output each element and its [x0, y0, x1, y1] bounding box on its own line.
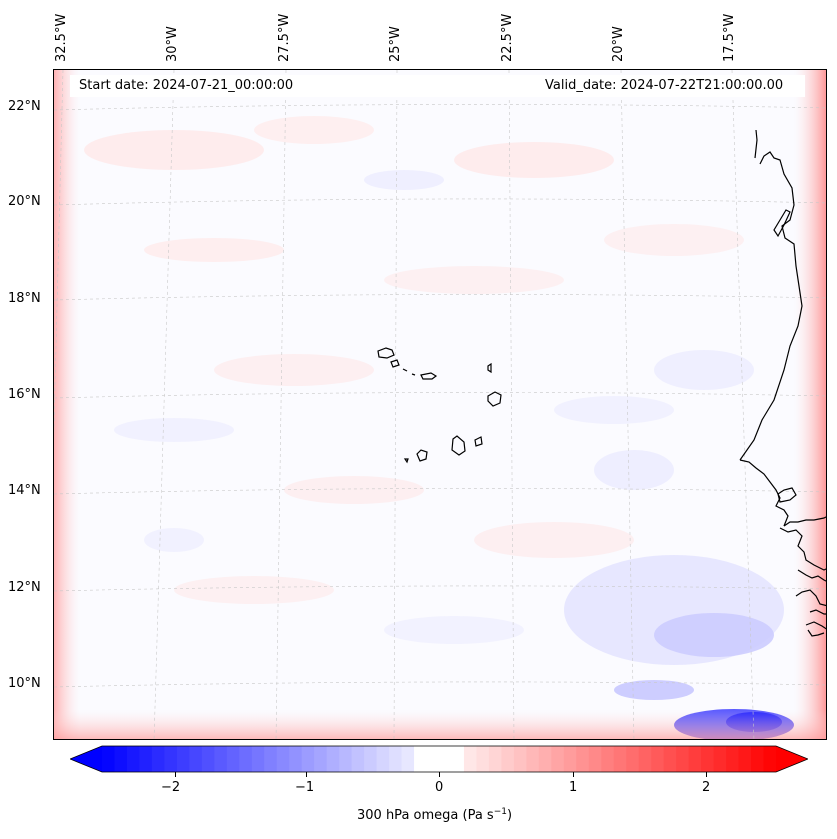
- colorbar-cell: [201, 746, 215, 772]
- colorbar-cell: [214, 746, 228, 772]
- colorbar-cell: [551, 746, 565, 772]
- colorbar-cell: [426, 746, 440, 772]
- lat-label-10n: 10°N: [8, 676, 41, 691]
- colorbar-cell: [139, 746, 153, 772]
- colorbar-cell: [401, 746, 415, 772]
- colorbar-cell: [663, 746, 677, 772]
- map-panel: [53, 69, 827, 740]
- colorbar-cell: [389, 746, 403, 772]
- colorbar: [70, 745, 808, 773]
- lon-label-30w: 30°W: [165, 26, 180, 62]
- colorbar-cell: [751, 746, 765, 772]
- lat-label-18n: 18°N: [8, 291, 41, 306]
- colorbar-tick-mark: [439, 772, 440, 777]
- colorbar-cell: [376, 746, 390, 772]
- colorbar-cell: [339, 746, 353, 772]
- colorbar-min-extension: [70, 746, 102, 772]
- colorbar-cell: [176, 746, 190, 772]
- colorbar-cell: [276, 746, 290, 772]
- colorbar-cell: [488, 746, 503, 772]
- colorbar-cell: [738, 746, 752, 772]
- colorbar-cell: [414, 746, 428, 772]
- date-info-background: [70, 75, 805, 97]
- colorbar-cell: [538, 746, 552, 772]
- lon-label-20w: 20°W: [611, 26, 626, 62]
- colorbar-cell: [189, 746, 203, 772]
- colorbar-cell: [364, 746, 378, 772]
- colorbar-tick-mark: [573, 772, 574, 777]
- colorbar-tick-mark: [175, 772, 176, 777]
- colorbar-tick-mark: [306, 772, 307, 777]
- lon-label-17-5w: 17.5°W: [722, 13, 737, 62]
- lat-label-14n: 14°N: [8, 483, 41, 498]
- colorbar-cell: [688, 746, 702, 772]
- lon-label-25w: 25°W: [388, 26, 403, 62]
- omega-field-map: [54, 70, 826, 739]
- colorbar-cell: [676, 746, 690, 772]
- colorbar-tick-mark: [706, 772, 707, 777]
- colorbar-cell: [102, 746, 116, 772]
- colorbar-cell: [251, 746, 265, 772]
- colorbar-tick-label: 1: [569, 780, 578, 795]
- lon-label-27-5w: 27.5°W: [277, 13, 292, 62]
- colorbar-cell: [563, 746, 577, 772]
- colorbar-cell: [314, 746, 328, 772]
- colorbar-max-extension: [776, 746, 808, 772]
- african-coastline: [739, 129, 826, 637]
- colorbar-cell: [588, 746, 602, 772]
- gridlines: [54, 70, 826, 739]
- colorbar-cell: [651, 746, 665, 772]
- colorbar-cell: [351, 746, 365, 772]
- colorbar-cell: [439, 746, 453, 772]
- colorbar-cell: [239, 746, 253, 772]
- colorbar-tick-label: −2: [161, 780, 181, 795]
- lat-label-16n: 16°N: [8, 387, 41, 402]
- colorbar-cell: [501, 746, 515, 772]
- colorbar-cell: [326, 746, 340, 772]
- lat-label-20n: 20°N: [8, 194, 41, 209]
- cape-verde-islands: [377, 347, 502, 464]
- colorbar-cell: [289, 746, 303, 772]
- colorbar-cell: [626, 746, 640, 772]
- colorbar-cell: [151, 746, 166, 772]
- start-date-label: Start date: 2024-07-21_00:00:00: [79, 78, 294, 93]
- lat-label-22n: 22°N: [8, 99, 41, 114]
- colorbar-cell: [638, 746, 652, 772]
- colorbar-cell: [576, 746, 590, 772]
- colorbar-tick-label: −1: [295, 780, 315, 795]
- colorbar-cell: [164, 746, 178, 772]
- lat-label-12n: 12°N: [8, 580, 41, 595]
- colorbar-cell: [601, 746, 615, 772]
- colorbar-cell: [476, 746, 490, 772]
- colorbar-cell: [713, 746, 727, 772]
- colorbar-tick-label: 0: [435, 780, 444, 795]
- colorbar-label: 300 hPa omega (Pa s−1): [357, 807, 513, 823]
- colorbar-cell: [226, 746, 240, 772]
- colorbar-cell: [526, 746, 540, 772]
- colorbar-cell: [451, 746, 465, 772]
- valid-date-label: Valid_date: 2024-07-22T21:00:00.00: [545, 78, 784, 93]
- lon-label-32-5w: 32.5°W: [54, 13, 69, 62]
- colorbar-cell: [763, 746, 777, 772]
- colorbar-cell: [701, 746, 715, 772]
- colorbar-cell: [613, 746, 627, 772]
- colorbar-cell: [114, 746, 128, 772]
- colorbar-cell: [513, 746, 527, 772]
- colorbar-tick-label: 2: [702, 780, 711, 795]
- colorbar-cell: [463, 746, 478, 772]
- omega-field: [54, 70, 826, 739]
- colorbar-cell: [301, 746, 315, 772]
- colorbar-cell: [126, 746, 141, 772]
- lon-label-22-5w: 22.5°W: [500, 13, 515, 62]
- colorbar-cell: [264, 746, 278, 772]
- colorbar-cell: [726, 746, 740, 772]
